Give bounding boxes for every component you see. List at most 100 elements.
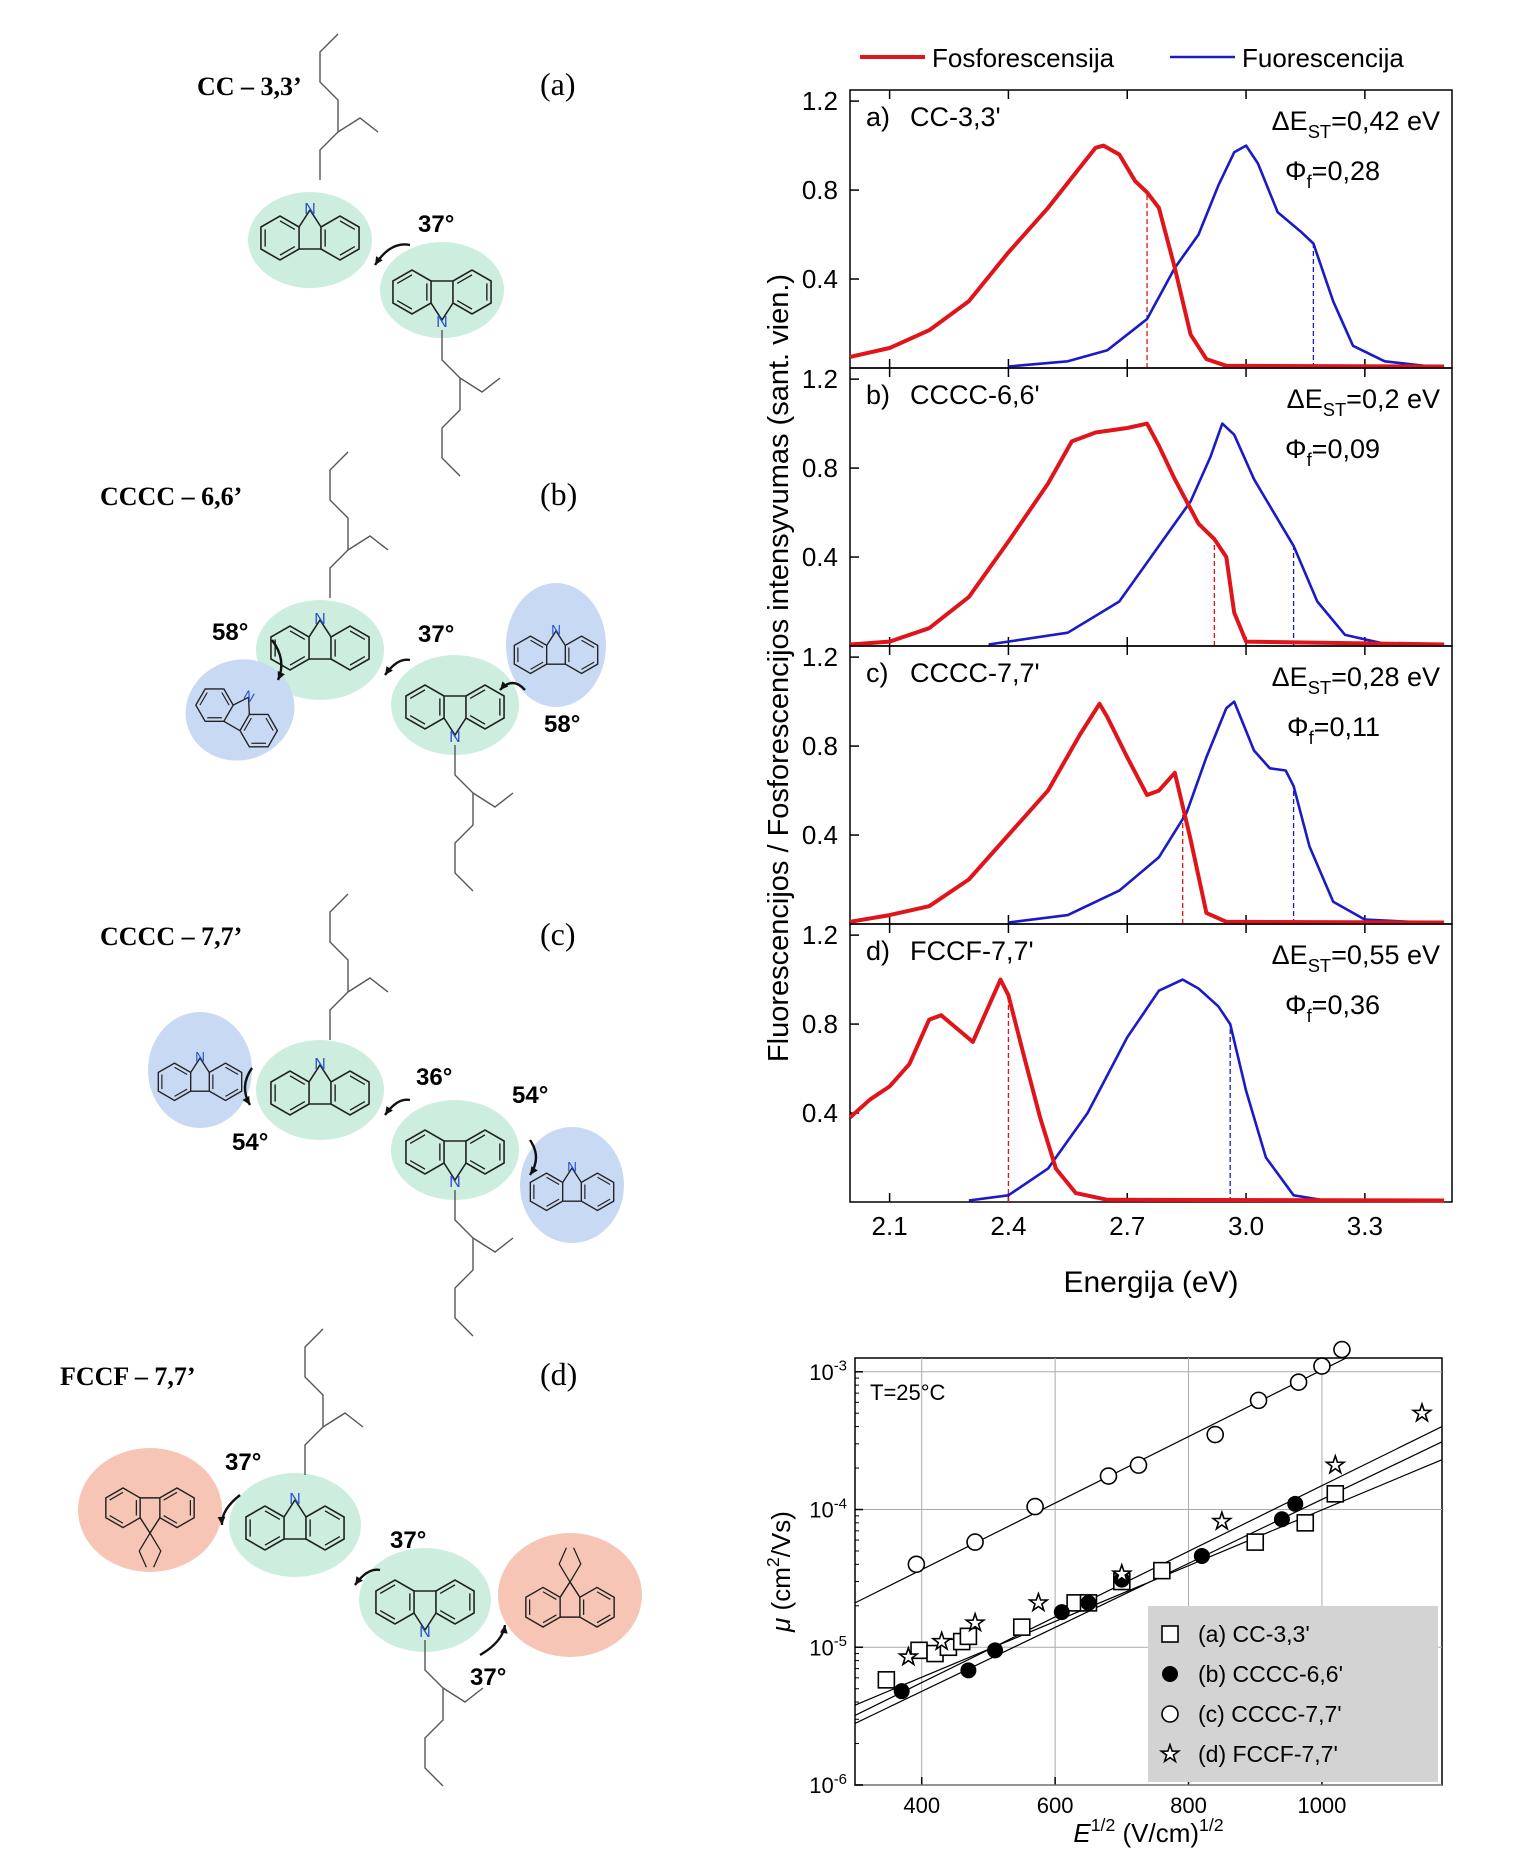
data-point <box>1099 1467 1118 1485</box>
torsion-angle-label: 37° <box>418 211 454 238</box>
alkyl-chain-branch <box>472 1237 514 1253</box>
fluorene-unit <box>105 1487 195 1568</box>
nitrogen-atom-label: N <box>449 1172 461 1189</box>
carbazole-unit-ring-right-bond <box>409 1159 426 1170</box>
torsion-angle-label: 36° <box>416 1064 452 1091</box>
side-carbazole-unit-ring-left-bond <box>174 1088 188 1097</box>
data-point <box>1206 1425 1225 1444</box>
molecule-name: CCCC – 6,6’ <box>100 482 242 511</box>
fluorene-unit-ring-right-bond <box>109 1514 124 1524</box>
y-tick-label: 0.8 <box>802 175 838 205</box>
carbazole-highlight <box>256 600 384 700</box>
side-carbazole-unit-ring-right-bond <box>251 742 266 744</box>
molecule-d: FCCF – 7,7’ (d) N N 37° 37° 37° <box>60 1328 642 1787</box>
y-tick-label: 1.2 <box>802 642 838 672</box>
x-tick-label: 3.0 <box>1228 1211 1264 1241</box>
panel-letter: b) <box>866 380 890 410</box>
side-carbazole-unit-ring-left-bond <box>174 1066 188 1076</box>
y-axis-label: Fluorescencijos / Fosforescencijos inten… <box>763 274 795 1062</box>
data-point <box>1129 1456 1148 1474</box>
data-point <box>1333 1340 1351 1359</box>
data-point <box>1273 1511 1290 1528</box>
alkyl-chain-branch <box>472 792 514 808</box>
fit-line <box>855 1441 1442 1724</box>
fluorene-unit-ring-right-bond <box>596 1591 611 1601</box>
spectrum-panel: 0.4 0.8 1.2 d) FCCF-7,7' ΔEST=0,55 eV Φf=0,36 <box>802 920 1453 1203</box>
carbazole-unit-ring-right-bond <box>396 299 413 310</box>
legend-label: (b) CCCC-6,6' <box>1198 1661 1343 1687</box>
side-carbazole-unit-pyrrole-bond <box>223 720 241 732</box>
data-point <box>1210 1509 1233 1531</box>
molecule-tag: (b) <box>540 476 577 512</box>
panel-letter: d) <box>866 936 890 966</box>
carbazole-unit-ring-right-bond <box>349 655 366 666</box>
quantum-yield-annotation: Φf=0,11 <box>1287 712 1380 748</box>
legend-label: Fosforescensija <box>932 43 1115 73</box>
y-tick-label: 10-5 <box>809 1633 847 1660</box>
quantum-yield-annotation: Φf=0,28 <box>1285 156 1380 192</box>
torsion-arrow-head <box>500 681 509 690</box>
torsion-angle-label: 37° <box>470 1664 506 1691</box>
torsion-arrow-head <box>375 256 383 265</box>
y-tick-label: 0.4 <box>802 264 838 294</box>
nitrogen-atom-label: N <box>449 727 461 744</box>
carbazole-unit-ring-left-bond <box>469 714 486 725</box>
torsion-angle-label: 37° <box>418 621 454 648</box>
side-carbazole-unit-pyrrole <box>546 629 566 646</box>
y-tick-label: 0.4 <box>802 820 838 850</box>
y-tick-label: 10-4 <box>809 1495 847 1522</box>
legend-marker <box>1161 1705 1179 1723</box>
fit-line <box>855 1426 1442 1716</box>
nitrogen-atom-label: N <box>314 611 326 628</box>
temperature-annotation: T=25°C <box>870 1380 946 1405</box>
data-point <box>1249 1391 1268 1410</box>
carbazole-unit-ring-right-bond <box>349 1075 366 1086</box>
side-carbazole-unit-ring-right-bond <box>597 1176 611 1186</box>
nitrogen-atom-label: N <box>551 622 561 637</box>
side-carbazole-unit-ring-left-bond <box>546 1176 560 1186</box>
torsion-arrow <box>479 1624 507 1657</box>
legend-marker <box>1158 1742 1182 1764</box>
quantum-yield-annotation: Φf=0,36 <box>1285 990 1380 1026</box>
x-axis-label: E1/2 (V/cm)1/2 <box>1073 1815 1223 1848</box>
torsion-angle-label: 58° <box>212 619 248 646</box>
data-point <box>1326 1485 1345 1503</box>
alkyl-chain-branch <box>322 1412 364 1428</box>
carbazole-unit-ring-left-bond <box>289 1100 306 1111</box>
side-carbazole-unit-pyrrole <box>562 1166 582 1183</box>
data-point <box>1153 1561 1171 1580</box>
carbazole-highlight <box>256 1040 384 1140</box>
molecule-tag: (a) <box>540 66 576 102</box>
x-tick-label: 2.1 <box>872 1211 908 1241</box>
y-tick-label: 10-3 <box>809 1358 847 1385</box>
legend-marker <box>1162 1666 1178 1682</box>
side-carbazole-unit-ring-left-bond <box>207 717 222 719</box>
carbazole-unit: N <box>245 1491 345 1551</box>
torsion-arrow-head <box>385 666 393 675</box>
panel-frame <box>849 923 1453 1203</box>
carbazole-unit-pyrrole <box>308 618 332 638</box>
torsion-arrow-head <box>217 1516 226 1525</box>
alkyl-chain-branch <box>347 535 389 551</box>
y-tick-label: 0.4 <box>802 1098 838 1128</box>
carbazole-unit-ring-right-bond <box>339 220 356 231</box>
torsion-angle-label: 58° <box>544 711 580 738</box>
side-carbazole-unit: N <box>157 1049 243 1102</box>
side-carbazole-unit-ring-left-bond <box>221 692 230 706</box>
carbazole-unit: N <box>270 611 370 671</box>
data-point <box>1080 1594 1097 1611</box>
side-carbazole-unit-ring-right-bond <box>225 1088 239 1097</box>
side-carbazole-unit-pyrrole <box>232 696 251 715</box>
carbazole-unit-ring-left-bond <box>456 274 473 285</box>
carbazole-unit-pyrrole <box>443 717 467 737</box>
alkyl-chain-branch <box>459 377 501 393</box>
data-point <box>1246 1533 1265 1551</box>
alkyl-chain <box>329 451 349 598</box>
nitrogen-atom-label: N <box>567 1159 577 1174</box>
data-point <box>897 1645 920 1667</box>
torsion-angle-label: 37° <box>390 1527 426 1554</box>
carbazole-unit-ring-right-bond <box>396 274 413 285</box>
data-point <box>907 1555 926 1574</box>
alkyl-chain <box>319 33 339 180</box>
